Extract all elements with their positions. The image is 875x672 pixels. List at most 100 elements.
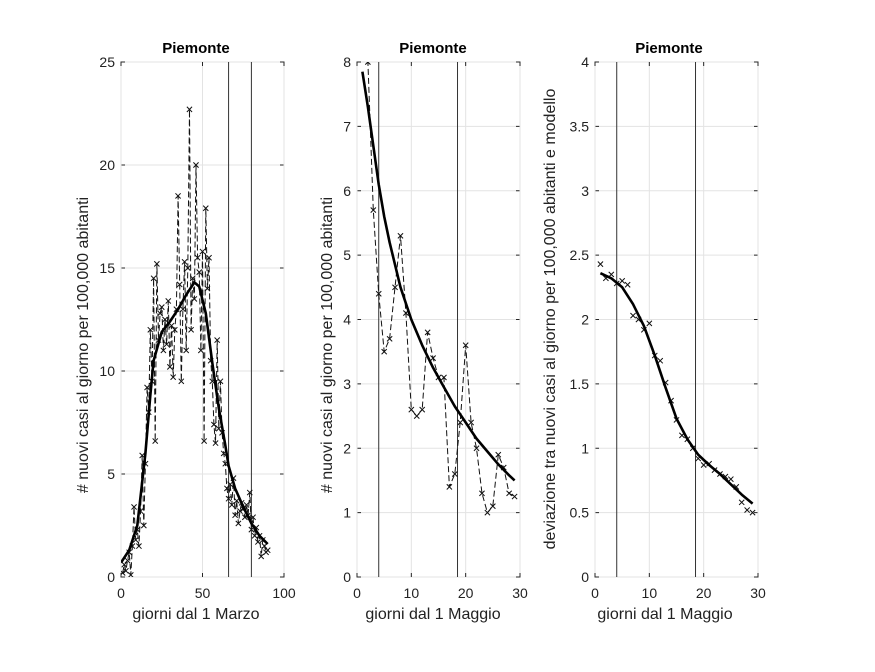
data-point-marker: [210, 421, 217, 428]
y-axis-label-1: # nuovi casi al giorno per 100,000 abita…: [75, 197, 92, 493]
x-tick-label: 30: [512, 585, 528, 601]
y-tick-label: 10: [99, 363, 115, 379]
data-point-marker: [186, 106, 193, 113]
y-tick-label: 2: [343, 440, 351, 456]
data-point-marker: [424, 329, 431, 336]
y-tick-label: 0: [581, 569, 589, 585]
data-point-marker: [646, 320, 653, 327]
data-point-marker: [202, 205, 209, 212]
data-point-marker: [121, 561, 128, 568]
y-tick-label: 1.5: [570, 376, 590, 392]
tick-labels-3: 0 0.5 1 1.5 2 2.5 3 3.5 4 0 10 20 30: [570, 54, 766, 601]
data-point-marker: [121, 569, 126, 576]
data-point-marker: [127, 571, 134, 577]
y-tick-label: 2: [581, 312, 589, 328]
data-point-marker: [212, 440, 219, 447]
tick-labels-1: 0 5 10 15 20 25 0 50 100: [99, 54, 295, 601]
x-axis-label-2: giorni dal 1 Maggio: [365, 606, 500, 623]
data-point-marker: [178, 378, 185, 385]
data-point-marker: [364, 62, 371, 65]
y-axis-label-3: deviazione tra nuovi casi al giorno per …: [542, 89, 559, 550]
panel-2: 0 1 2 3 4 5 6 7 8 0 10 20 30 Piemonte giorni dal 1 M…: [319, 40, 528, 623]
data-point-marker: [179, 306, 186, 313]
data-point-marker: [232, 512, 239, 519]
series-group-2: [360, 40, 518, 516]
data-point-marker: [430, 355, 437, 362]
data-point-marker: [215, 425, 222, 432]
data-point-marker: [451, 471, 458, 477]
data-point-marker: [468, 419, 475, 426]
data-point-marker: [228, 501, 235, 508]
data-point-marker: [738, 499, 745, 506]
vertical-markers-3: [616, 62, 697, 577]
data-point-marker: [246, 489, 253, 496]
data-point-marker: [457, 419, 464, 426]
x-tick-label: 0: [117, 585, 125, 601]
y-axis-label-2: # nuovi casi al giorno per 100,000 abita…: [319, 197, 336, 493]
y-tick-label: 0: [107, 569, 115, 585]
y-tick-label: 1: [581, 440, 589, 456]
data-point-marker: [162, 316, 168, 323]
data-point-marker: [408, 406, 415, 413]
panel-1: 0 5 10 15 20 25 0 50 100 Piemonte giorni dal 1 M…: [75, 40, 296, 623]
data-point-marker: [144, 384, 151, 391]
data-point-marker: [214, 337, 221, 344]
data-point-marker: [170, 374, 177, 381]
data-point-marker: [196, 269, 203, 276]
data-point-marker: [370, 207, 377, 214]
data-point-marker: [511, 493, 518, 500]
data-point-marker: [624, 281, 631, 288]
y-tick-label: 0.5: [570, 505, 590, 521]
y-tick-label: 5: [343, 247, 351, 263]
tick-labels-2: 0 1 2 3 4 5 6 7 8 0 10 20 30: [343, 54, 528, 601]
data-point-marker: [152, 438, 159, 444]
x-axis-label-1: giorni dal 1 Marzo: [132, 606, 259, 623]
x-tick-label: 10: [642, 585, 658, 601]
data-point-marker: [264, 547, 271, 554]
data-point-marker: [392, 284, 398, 291]
y-tick-label: 8: [343, 54, 351, 70]
data-point-marker: [360, 40, 365, 45]
series-group-1: [121, 106, 271, 577]
y-tick-label: 3: [581, 183, 589, 199]
data-point-marker: [250, 514, 256, 521]
data-point-marker: [140, 522, 147, 529]
data-point-marker: [506, 490, 513, 497]
data-point-marker: [237, 508, 243, 515]
series-model-line: [599, 272, 754, 505]
x-tick-label: 20: [458, 585, 474, 601]
y-tick-label: 3.5: [570, 118, 590, 134]
y-tick-label: 0: [343, 569, 351, 585]
data-point-marker: [446, 483, 453, 490]
data-point-marker: [619, 277, 626, 284]
chart-title-1: Piemonte: [162, 40, 230, 57]
data-point-marker: [197, 347, 204, 354]
data-point-marker: [462, 342, 469, 349]
chart-title-3: Piemonte: [635, 40, 703, 57]
chart-title-2: Piemonte: [399, 40, 467, 57]
data-point-marker: [473, 445, 480, 452]
data-point-marker: [189, 275, 196, 282]
data-point-marker: [147, 326, 154, 333]
x-tick-label: 50: [195, 585, 211, 601]
data-point-marker: [484, 509, 491, 516]
y-tick-label: 7: [343, 118, 351, 134]
gridlines-2: [356, 61, 521, 578]
data-point-marker: [386, 335, 393, 342]
data-point-marker: [168, 322, 175, 329]
y-tick-label: 5: [107, 466, 115, 482]
data-point-marker: [201, 438, 208, 444]
data-point-marker: [188, 326, 195, 333]
data-point-marker: [630, 312, 636, 319]
y-tick-label: 2.5: [570, 247, 590, 263]
data-point-marker: [150, 275, 157, 282]
data-point-marker: [495, 451, 502, 458]
data-point-marker: [157, 310, 164, 317]
data-point-marker: [251, 532, 258, 539]
data-point-marker: [223, 485, 230, 492]
data-point-marker: [217, 378, 224, 385]
data-point-marker: [135, 543, 142, 550]
data-point-marker: [419, 406, 426, 413]
data-point-marker: [440, 374, 447, 381]
data-point-marker: [375, 290, 382, 297]
